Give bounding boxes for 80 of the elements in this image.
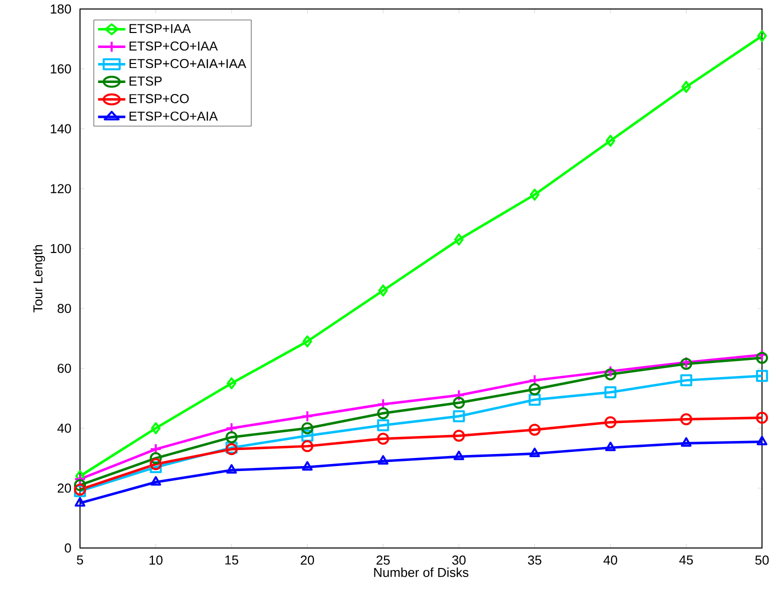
y-axis-title: Tour Length bbox=[32, 245, 46, 312]
point bbox=[756, 352, 768, 364]
y-tick-label: 60 bbox=[58, 364, 71, 373]
x-axis-title: Number of Disks bbox=[374, 568, 468, 578]
x-tick-label: 20 bbox=[300, 556, 314, 565]
point bbox=[756, 370, 768, 382]
y-tick-label: 140 bbox=[50, 124, 71, 134]
point bbox=[301, 440, 314, 452]
point bbox=[377, 398, 390, 410]
point bbox=[74, 479, 86, 492]
point bbox=[606, 134, 616, 147]
point bbox=[302, 335, 312, 348]
point bbox=[528, 424, 541, 436]
point bbox=[302, 461, 313, 471]
y-tick-label: 120 bbox=[50, 184, 71, 194]
x-tick-label: 15 bbox=[225, 556, 238, 565]
point bbox=[529, 448, 540, 458]
point bbox=[530, 188, 540, 201]
point bbox=[377, 419, 390, 432]
point bbox=[226, 377, 236, 390]
point bbox=[74, 497, 86, 507]
legend-label: ETSP+IAA bbox=[130, 24, 191, 34]
point bbox=[74, 473, 86, 486]
y-tick-label: 0 bbox=[64, 543, 71, 553]
point bbox=[378, 455, 388, 465]
point bbox=[377, 432, 390, 445]
y-tick-label: 20 bbox=[58, 484, 71, 493]
point bbox=[150, 476, 162, 486]
point bbox=[604, 368, 616, 380]
x-tick-label: 45 bbox=[679, 556, 693, 565]
y-tick-label: 160 bbox=[50, 64, 71, 74]
legend-label: ETSP+CO+AIA+IAA bbox=[130, 59, 246, 68]
y-tick-label: 100 bbox=[50, 244, 71, 254]
point bbox=[150, 458, 162, 470]
point bbox=[452, 396, 465, 409]
x-tick-label: 30 bbox=[452, 556, 466, 565]
point bbox=[301, 410, 314, 422]
point bbox=[377, 407, 390, 420]
x-tick-label: 10 bbox=[150, 556, 162, 565]
point bbox=[150, 452, 162, 464]
legend-label: ETSP+CO bbox=[130, 94, 189, 104]
point bbox=[680, 437, 692, 447]
y-tick-label: 40 bbox=[57, 424, 71, 433]
x-tick-label: 40 bbox=[604, 556, 618, 565]
point bbox=[301, 422, 314, 434]
x-tick-label: 5 bbox=[76, 556, 84, 565]
point bbox=[226, 431, 238, 444]
point bbox=[756, 412, 768, 424]
x-tick-label: 50 bbox=[755, 556, 769, 565]
point bbox=[150, 461, 162, 474]
point bbox=[681, 80, 691, 93]
legend-label: ETSP bbox=[130, 76, 162, 86]
point bbox=[452, 389, 465, 402]
point bbox=[150, 443, 162, 456]
point bbox=[757, 30, 767, 42]
point bbox=[454, 450, 464, 460]
point bbox=[452, 410, 465, 422]
point bbox=[605, 442, 616, 452]
point bbox=[226, 422, 238, 434]
point bbox=[151, 422, 161, 434]
point bbox=[454, 234, 464, 246]
point bbox=[756, 436, 768, 446]
point bbox=[604, 386, 616, 398]
point bbox=[301, 430, 314, 442]
y-tick-label: 180 bbox=[50, 4, 71, 14]
point bbox=[756, 348, 768, 361]
x-tick-label: 35 bbox=[528, 556, 542, 565]
point bbox=[604, 416, 616, 428]
point bbox=[378, 284, 388, 296]
point bbox=[528, 394, 541, 406]
point bbox=[528, 374, 541, 386]
x-tick-label: 25 bbox=[376, 556, 390, 565]
point bbox=[528, 383, 541, 396]
point bbox=[452, 430, 465, 442]
point bbox=[680, 374, 692, 386]
point bbox=[680, 413, 692, 426]
y-tick-label: 80 bbox=[58, 304, 71, 314]
legend-label: ETSP+CO+IAA bbox=[130, 41, 218, 51]
point bbox=[226, 464, 237, 474]
legend-label: ETSP+CO+AIA bbox=[130, 112, 218, 121]
